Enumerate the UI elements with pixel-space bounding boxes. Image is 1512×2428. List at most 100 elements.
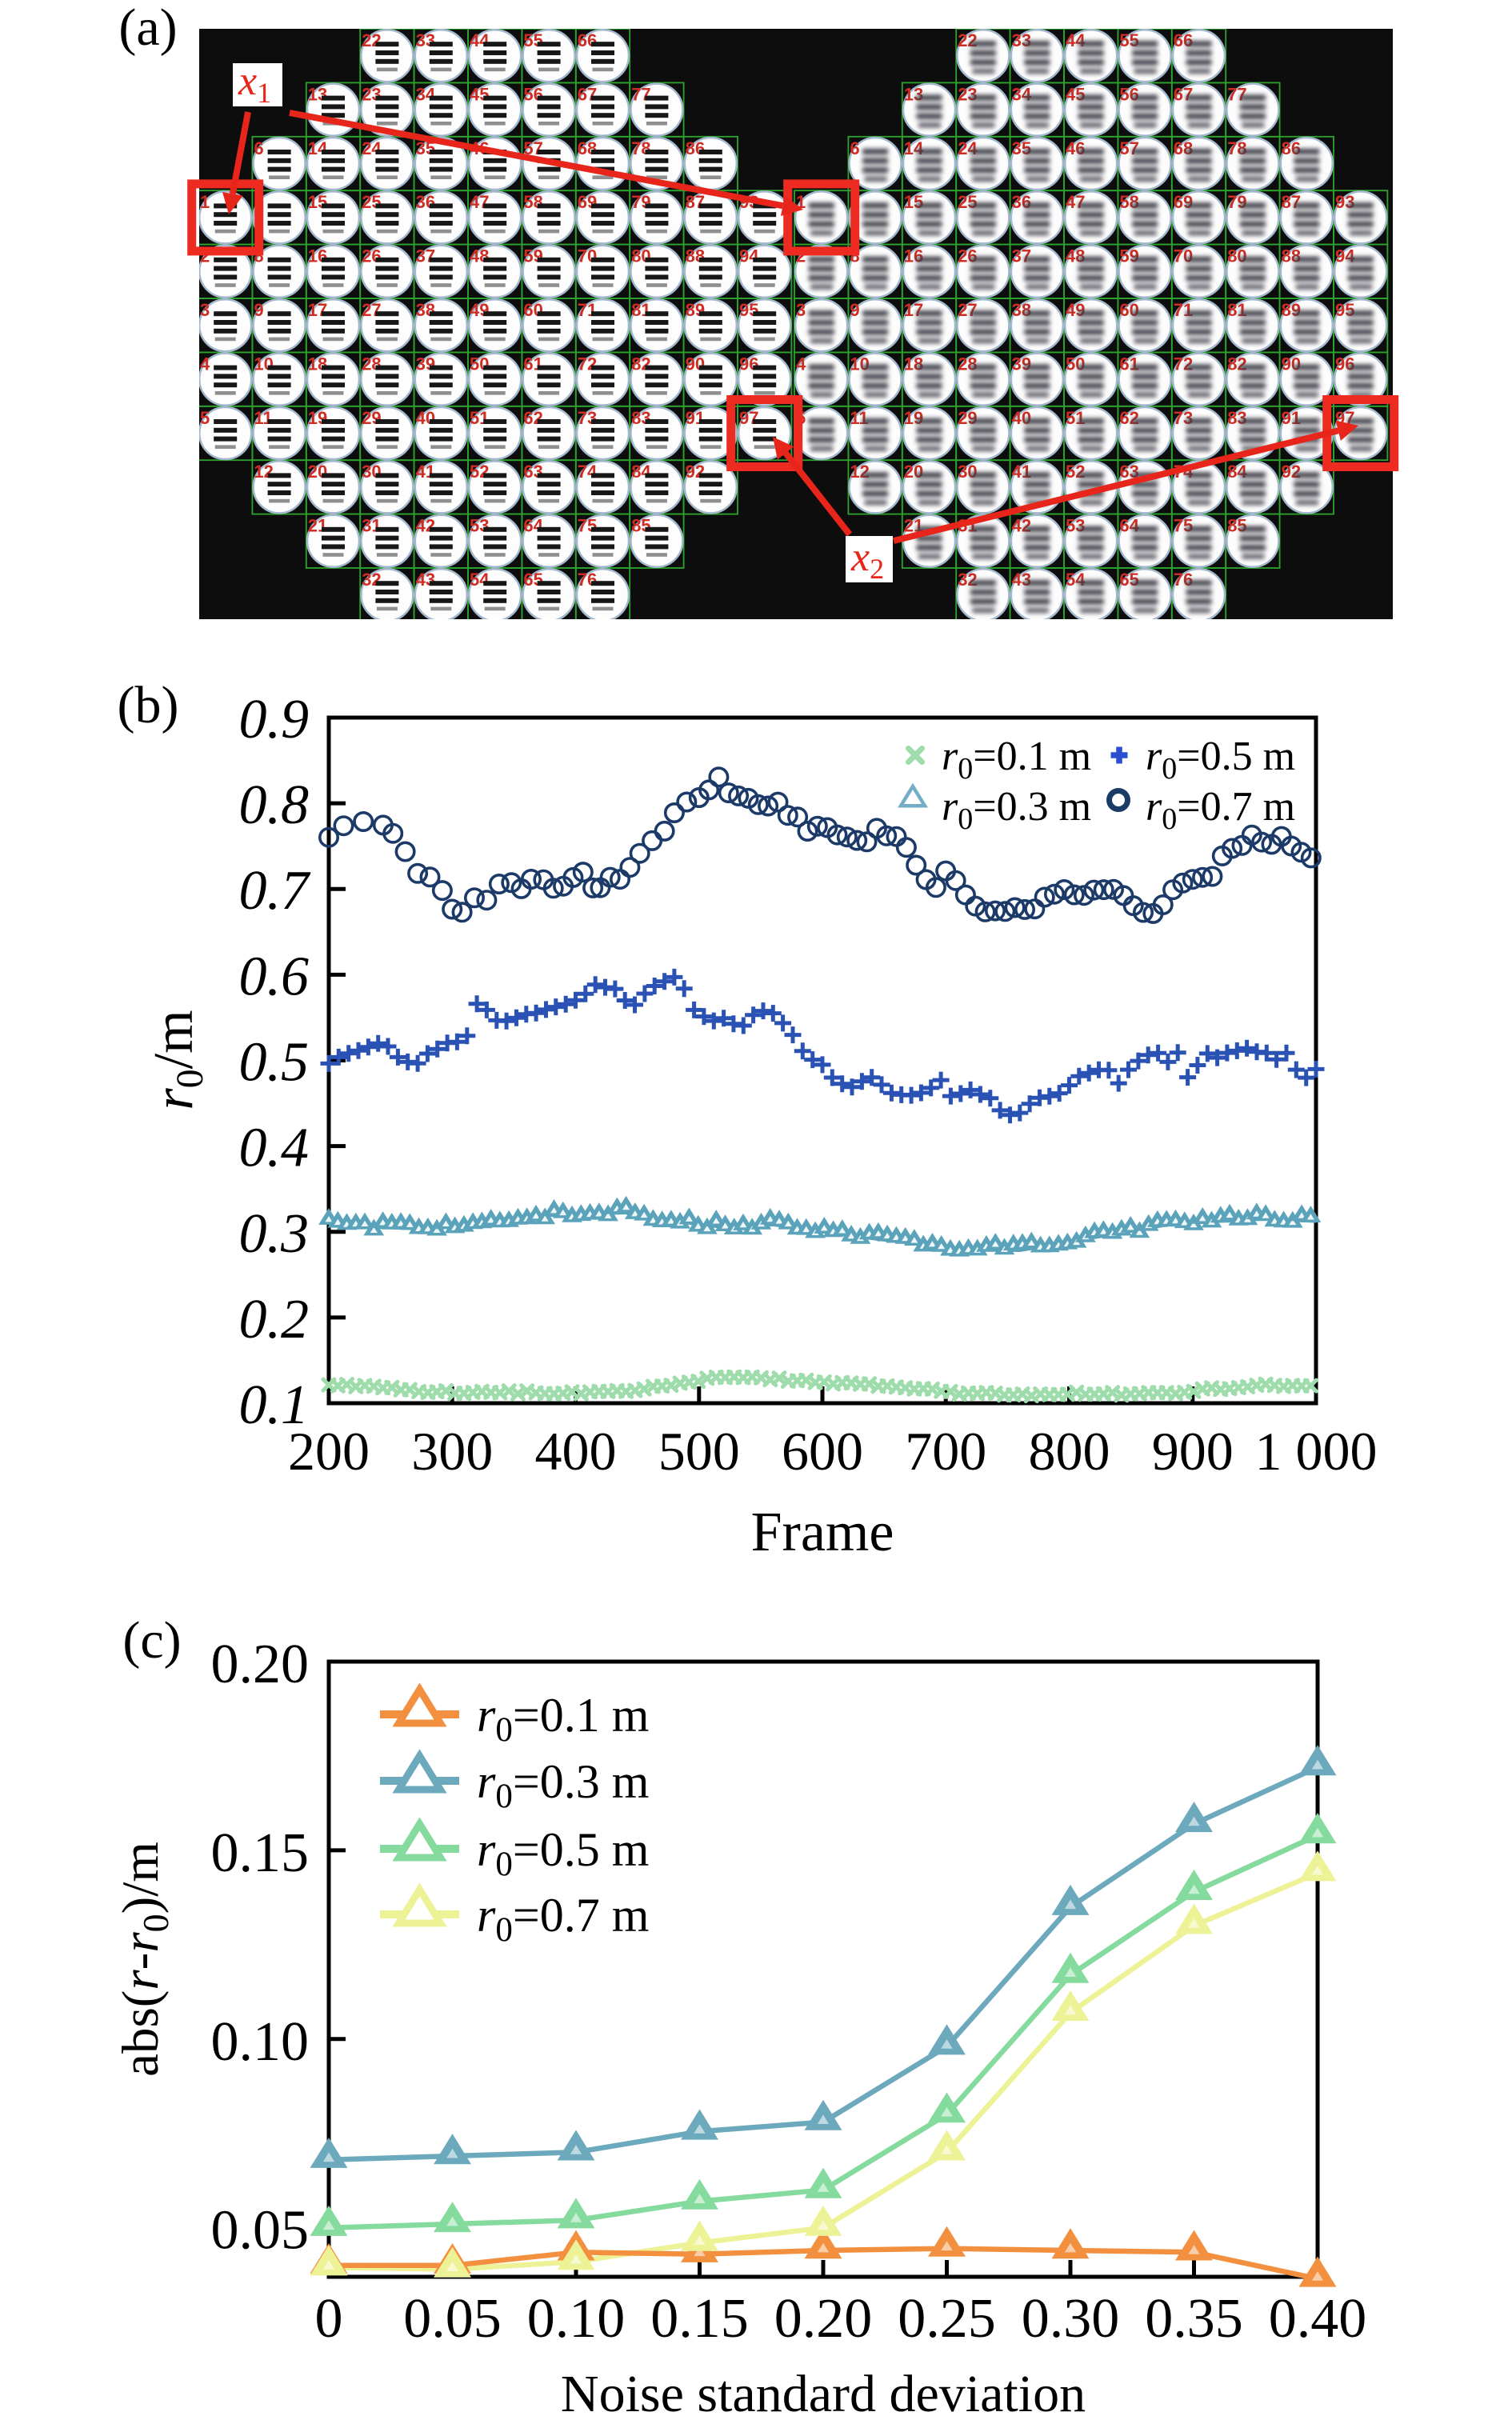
svg-text:34: 34: [1012, 84, 1032, 104]
svg-text:0.15: 0.15: [650, 2288, 749, 2350]
svg-text:88: 88: [686, 246, 705, 266]
svg-text:26: 26: [958, 246, 977, 266]
svg-text:17: 17: [904, 300, 923, 320]
svg-text:0.9: 0.9: [239, 689, 310, 750]
svg-text:abs(r-r0)/m: abs(r-r0)/m: [112, 1842, 176, 2077]
svg-text:3: 3: [200, 300, 210, 320]
svg-text:12: 12: [850, 462, 869, 482]
svg-text:900: 900: [1152, 1421, 1234, 1482]
svg-text:13: 13: [308, 84, 327, 104]
svg-text:700: 700: [905, 1421, 986, 1482]
svg-text:85: 85: [1227, 516, 1246, 536]
svg-text:96: 96: [739, 354, 758, 374]
svg-text:0.40: 0.40: [1269, 2288, 1367, 2350]
svg-text:87: 87: [686, 192, 705, 212]
svg-text:71: 71: [578, 300, 597, 320]
svg-text:55: 55: [1119, 30, 1138, 50]
svg-text:67: 67: [1174, 84, 1193, 104]
svg-text:90: 90: [686, 354, 705, 374]
svg-text:36: 36: [416, 192, 435, 212]
svg-text:77: 77: [631, 84, 650, 104]
svg-text:78: 78: [1227, 138, 1246, 158]
svg-text:33: 33: [1012, 30, 1031, 50]
svg-text:41: 41: [1012, 462, 1031, 482]
svg-text:44: 44: [1066, 30, 1086, 50]
svg-text:4: 4: [200, 354, 210, 374]
svg-text:87: 87: [1282, 192, 1301, 212]
svg-text:90: 90: [1282, 354, 1301, 374]
svg-text:85: 85: [631, 516, 650, 536]
svg-text:1 000: 1 000: [1255, 1421, 1378, 1482]
svg-text:68: 68: [1174, 138, 1193, 158]
svg-text:35: 35: [1012, 138, 1031, 158]
svg-text:28: 28: [362, 354, 381, 374]
svg-text:59: 59: [523, 246, 542, 266]
svg-text:73: 73: [578, 408, 597, 428]
svg-text:0.7: 0.7: [239, 860, 312, 922]
svg-text:800: 800: [1029, 1421, 1110, 1482]
svg-text:32: 32: [362, 570, 381, 590]
svg-text:70: 70: [1174, 246, 1193, 266]
svg-text:0.35: 0.35: [1145, 2288, 1243, 2350]
svg-text:45: 45: [1066, 84, 1085, 104]
svg-text:18: 18: [904, 354, 923, 374]
svg-text:83: 83: [631, 408, 650, 428]
svg-text:32: 32: [958, 570, 977, 590]
svg-text:47: 47: [1066, 192, 1085, 212]
svg-text:69: 69: [1174, 192, 1193, 212]
svg-text:r0=0.1 m: r0=0.1 m: [477, 1689, 649, 1749]
svg-text:14: 14: [308, 138, 328, 158]
svg-text:66: 66: [1174, 30, 1193, 50]
svg-text:65: 65: [523, 570, 542, 590]
svg-text:0: 0: [315, 2288, 343, 2350]
svg-text:75: 75: [578, 516, 597, 536]
svg-text:400: 400: [535, 1421, 617, 1482]
svg-text:12: 12: [254, 462, 273, 482]
svg-text:54: 54: [1066, 570, 1086, 590]
svg-text:31: 31: [362, 516, 381, 536]
svg-text:60: 60: [523, 300, 542, 320]
svg-text:89: 89: [686, 300, 705, 320]
svg-text:92: 92: [1282, 462, 1301, 482]
svg-text:86: 86: [686, 138, 705, 158]
svg-text:52: 52: [1066, 462, 1085, 482]
svg-text:43: 43: [1012, 570, 1031, 590]
svg-text:83: 83: [1227, 408, 1246, 428]
svg-text:300: 300: [411, 1421, 493, 1482]
svg-text:19: 19: [308, 408, 327, 428]
svg-text:6: 6: [850, 138, 859, 158]
svg-text:36: 36: [1012, 192, 1031, 212]
svg-text:(c): (c): [122, 1611, 181, 1670]
svg-text:95: 95: [739, 300, 758, 320]
svg-text:0.20: 0.20: [211, 1634, 310, 1695]
svg-text:48: 48: [470, 246, 489, 266]
svg-text:10: 10: [254, 354, 273, 374]
svg-text:0.2: 0.2: [239, 1289, 310, 1350]
svg-text:42: 42: [1012, 516, 1031, 536]
svg-text:0.5: 0.5: [239, 1032, 310, 1094]
svg-text:r0=0.3 m: r0=0.3 m: [942, 784, 1091, 836]
svg-text:9: 9: [850, 300, 859, 320]
svg-text:49: 49: [1066, 300, 1085, 320]
svg-text:14: 14: [904, 138, 924, 158]
svg-text:81: 81: [631, 300, 650, 320]
svg-text:76: 76: [1174, 570, 1193, 590]
svg-text:82: 82: [1227, 354, 1246, 374]
svg-text:5: 5: [200, 408, 210, 428]
svg-text:r0=0.7 m: r0=0.7 m: [477, 1889, 649, 1949]
svg-text:0.10: 0.10: [211, 2011, 310, 2073]
svg-text:50: 50: [1066, 354, 1085, 374]
svg-text:58: 58: [523, 192, 542, 212]
svg-text:30: 30: [362, 462, 381, 482]
svg-text:0.05: 0.05: [403, 2288, 502, 2350]
svg-text:500: 500: [658, 1421, 740, 1482]
svg-text:50: 50: [470, 354, 489, 374]
svg-text:Frame: Frame: [751, 1502, 894, 1563]
svg-text:15: 15: [308, 192, 327, 212]
svg-text:91: 91: [686, 408, 705, 428]
svg-text:9: 9: [254, 300, 263, 320]
svg-text:38: 38: [1012, 300, 1031, 320]
svg-text:96: 96: [1335, 354, 1354, 374]
svg-text:3: 3: [796, 300, 806, 320]
svg-text:78: 78: [631, 138, 650, 158]
